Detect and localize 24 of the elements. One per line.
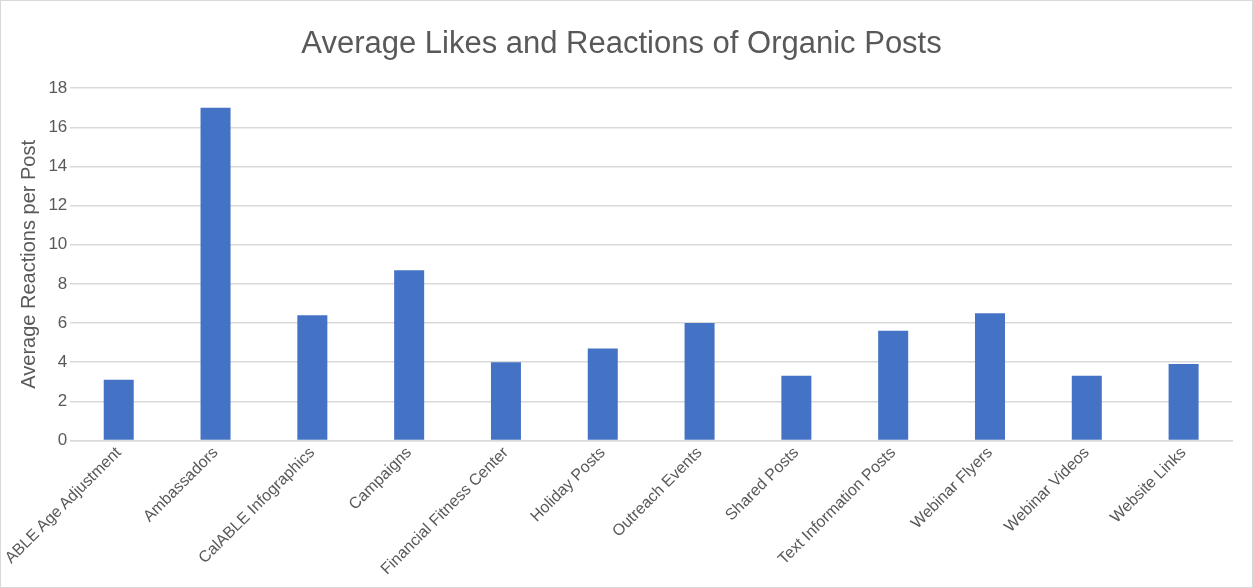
y-tick-label: 0 — [57, 430, 68, 450]
bar — [878, 330, 909, 440]
bar — [297, 315, 328, 440]
y-axis-title: Average Reactions per Post — [16, 139, 39, 389]
y-tick-label: 18 — [48, 77, 68, 97]
y-tick-label: 6 — [57, 312, 68, 332]
bar — [1168, 364, 1199, 440]
bar — [587, 348, 618, 440]
y-tick-label: 8 — [57, 273, 68, 293]
bar — [974, 313, 1005, 440]
y-tick-label: 4 — [57, 351, 68, 371]
bar — [394, 270, 425, 440]
y-tick-label: 14 — [48, 156, 68, 176]
y-tick-label: 2 — [57, 390, 68, 410]
bar — [684, 323, 715, 440]
bar — [1071, 375, 1102, 440]
bar — [490, 362, 521, 440]
y-tick-label: 12 — [48, 195, 68, 215]
y-tick-label: 10 — [48, 234, 68, 254]
y-tick-label: 16 — [48, 117, 68, 137]
chart-title: Average Likes and Reactions of Organic Posts — [301, 25, 942, 61]
bar — [200, 107, 231, 440]
bar — [781, 375, 812, 440]
bar — [103, 379, 134, 440]
